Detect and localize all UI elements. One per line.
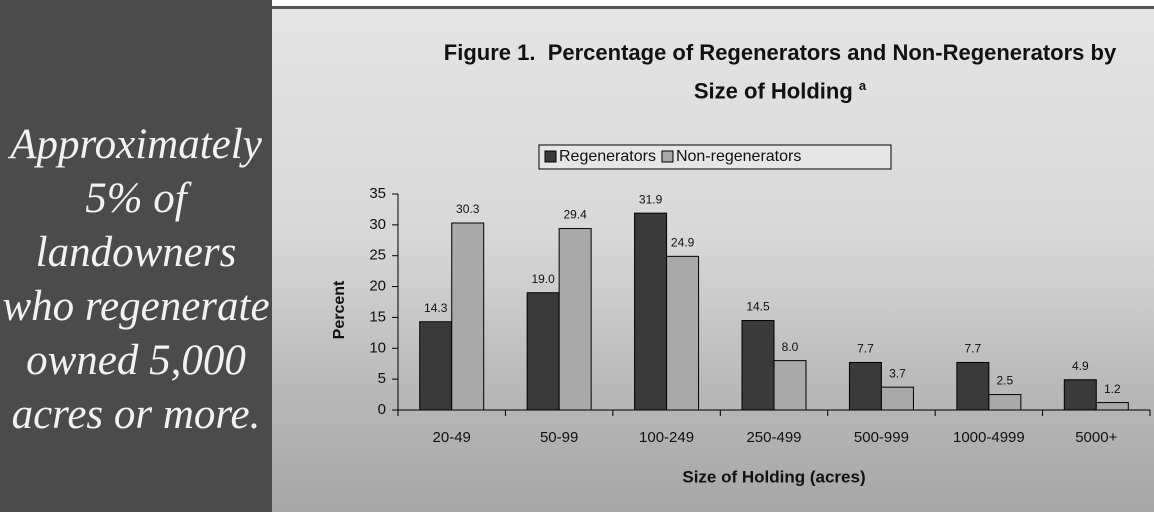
sidebar-line: Approximately xyxy=(10,121,262,168)
value-label: 7.7 xyxy=(857,342,874,356)
value-label: 3.7 xyxy=(889,366,906,380)
value-label: 19.0 xyxy=(531,272,555,286)
legend-swatch xyxy=(544,150,557,163)
bar xyxy=(773,360,807,411)
bar xyxy=(451,222,485,411)
value-label: 24.9 xyxy=(671,236,695,250)
bar xyxy=(741,320,775,411)
bar xyxy=(558,228,592,411)
y-tick-label: 35 xyxy=(369,185,386,202)
y-tick-label: 0 xyxy=(378,401,386,418)
bar xyxy=(666,255,700,411)
x-tick-label: 1000-4999 xyxy=(953,429,1025,446)
x-tick-label: 500-999 xyxy=(854,429,909,446)
bar xyxy=(634,212,668,411)
sidebar-line: landowners xyxy=(35,229,237,276)
legend-label: Non-regenerators xyxy=(676,148,801,165)
y-tick-label: 10 xyxy=(369,339,386,356)
x-tick-label: 50-99 xyxy=(540,429,578,446)
x-tick-label: 20-49 xyxy=(433,429,471,446)
bar xyxy=(526,292,560,411)
y-tick-label: 15 xyxy=(369,308,386,325)
title-superscript: a xyxy=(858,78,867,93)
bar xyxy=(1095,402,1129,411)
x-tick-label: 5000+ xyxy=(1075,429,1117,446)
y-tick-label: 30 xyxy=(369,216,386,233)
value-label: 31.9 xyxy=(639,192,663,206)
value-label: 2.5 xyxy=(997,374,1014,388)
value-label: 29.4 xyxy=(563,208,587,222)
y-axis-label: Percent xyxy=(331,280,348,339)
x-tick-label: 100-249 xyxy=(639,429,694,446)
value-label: 8.0 xyxy=(782,340,799,354)
y-tick-label: 20 xyxy=(369,278,386,295)
y-tick-label: 5 xyxy=(378,370,386,387)
bar xyxy=(880,386,914,411)
bar xyxy=(419,321,453,411)
value-label: 4.9 xyxy=(1072,359,1089,373)
sidebar-line: 5% of xyxy=(85,175,187,222)
top-border xyxy=(272,6,1154,9)
sidebar-line: acres or more. xyxy=(11,391,261,438)
bar xyxy=(956,361,990,411)
background xyxy=(272,8,1154,512)
value-label: 14.5 xyxy=(746,300,770,314)
legend-label: Regenerators xyxy=(559,148,656,165)
legend-box xyxy=(538,144,892,170)
legend-swatch xyxy=(661,150,674,163)
bar xyxy=(848,361,882,411)
sidebar: Approximately 5% of landowners who regenera… xyxy=(0,0,272,512)
title-text: Figure 1. Percentage of Regenerators and… xyxy=(443,40,1123,104)
value-label: 7.7 xyxy=(965,342,982,356)
x-tick-label: 250-499 xyxy=(746,429,801,446)
x-axis-label: Size of Holding (acres) xyxy=(682,467,865,486)
value-label: 14.3 xyxy=(424,301,448,315)
value-label: 30.3 xyxy=(456,202,480,216)
chart-title: Figure 1. Percentage of Regenerators and… xyxy=(440,36,1120,107)
bar xyxy=(1063,379,1097,411)
value-label: 1.2 xyxy=(1104,382,1121,396)
y-tick-label: 25 xyxy=(369,247,386,264)
sidebar-line: owned 5,000 xyxy=(26,337,246,384)
bar xyxy=(988,394,1022,411)
sidebar-line: who regenerate xyxy=(2,283,270,330)
